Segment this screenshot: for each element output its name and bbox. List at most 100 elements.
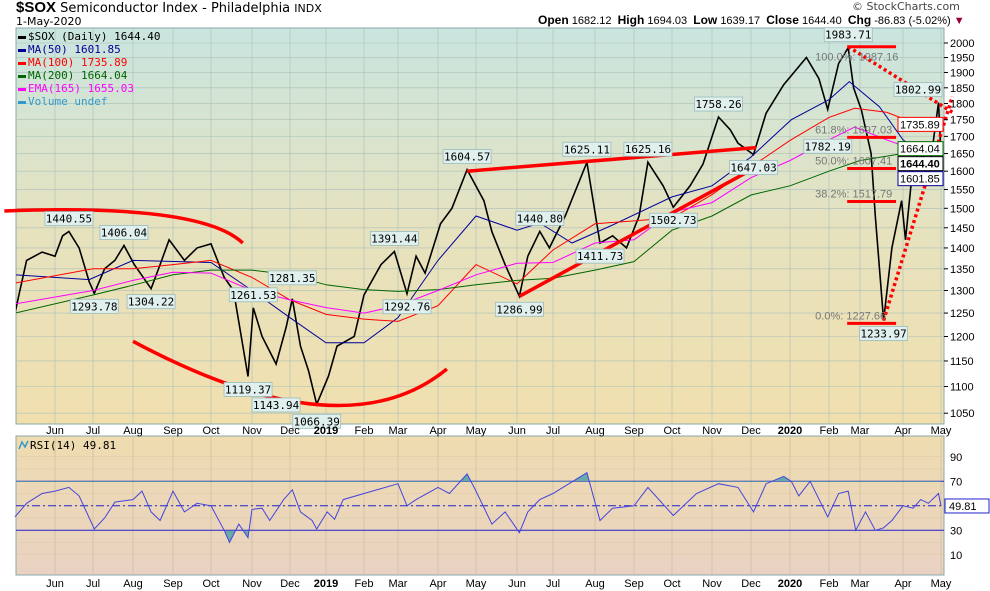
price-label-box — [694, 96, 743, 112]
price-label: 1293.78 — [71, 300, 117, 313]
y-tick-label: 1700 — [950, 131, 974, 143]
x-tick-label: Apr — [894, 425, 911, 437]
x-tick-label: 2019 — [314, 578, 338, 590]
x-tick-label: Aug — [123, 425, 143, 437]
price-label: 1440.80 — [517, 212, 563, 225]
y-tick-label: 1850 — [950, 83, 974, 95]
rsi-tick-label: 90 — [950, 452, 962, 464]
x-tick-label: Aug — [585, 578, 605, 590]
y-tick-label: 1550 — [950, 184, 974, 196]
price-label-box — [251, 397, 301, 413]
current-value-label: 1664.04 — [900, 144, 940, 156]
y-tick-label: 1750 — [950, 115, 974, 127]
y-tick-label: 1650 — [950, 149, 974, 161]
y-tick-label: 1500 — [950, 203, 974, 215]
price-label-box — [562, 141, 612, 157]
legend-item: MA(50) 1601.85 — [28, 43, 121, 56]
rsi-icon — [18, 440, 29, 450]
x-tick-label: Jun — [46, 425, 64, 437]
current-value-label: 1644.40 — [900, 159, 940, 171]
moving-average-line — [16, 80, 942, 344]
price-label-box — [442, 149, 492, 164]
x-tick-label: 2020 — [778, 578, 802, 590]
x-tick-label: Apr — [429, 425, 446, 437]
x-tick-label: Apr — [429, 578, 446, 590]
price-label-box — [623, 141, 673, 157]
price-label: 1647.03 — [730, 162, 776, 175]
line-swatch-icon — [18, 62, 26, 65]
current-value-box — [897, 171, 944, 187]
price-label-box — [859, 326, 908, 341]
price-label: 1286.99 — [496, 303, 542, 316]
legend-item: MA(200) 1664.04 — [28, 69, 128, 82]
fib-level-label: 0.0%: 1227.66 — [815, 310, 886, 322]
x-tick-label: Oct — [202, 578, 219, 590]
x-tick-label: Jun — [46, 578, 64, 590]
price-label: 1782.19 — [805, 140, 851, 153]
down-arrow-icon: ▼ — [953, 15, 965, 27]
price-label-box — [292, 413, 342, 429]
x-tick-label: Nov — [242, 425, 262, 437]
line-swatch-icon — [18, 49, 26, 52]
brand-watermark[interactable]: © StockCharts.com — [852, 0, 960, 13]
x-tick-label: Jul — [546, 425, 560, 437]
price-label: 1983.71 — [825, 29, 871, 42]
low-label: Low — [693, 13, 718, 27]
y-tick-label: 1900 — [950, 67, 974, 79]
y-tick-label: 1050 — [950, 408, 974, 420]
low-value: 1639.17 — [720, 15, 761, 27]
x-tick-label: Feb — [820, 425, 839, 437]
price-label-box — [44, 211, 94, 226]
price-label-box — [382, 299, 432, 315]
x-tick-label: Nov — [242, 578, 262, 590]
price-label: 1292.76 — [384, 301, 430, 314]
trendline — [466, 145, 757, 173]
x-tick-label: Oct — [202, 425, 219, 437]
price-label: 1758.26 — [695, 98, 741, 111]
price-label-box — [267, 270, 317, 286]
y-tick-label: 1300 — [950, 286, 974, 298]
x-tick-label: Nov — [702, 578, 722, 590]
price-label-box — [648, 212, 698, 228]
line-swatch-icon — [18, 75, 26, 78]
ohlc-summary: Open 1682.12 High 1694.03 Low 1639.17 Cl… — [538, 14, 965, 28]
x-tick-label: Dec — [280, 425, 300, 437]
chart-date: 1-May-2020 — [16, 15, 82, 28]
close-value: 1644.40 — [801, 15, 842, 27]
price-label: 1261.53 — [230, 289, 276, 302]
price-label-box — [228, 287, 278, 303]
y-tick-label: 1400 — [950, 243, 974, 255]
high-value: 1694.03 — [647, 15, 688, 27]
price-label: 1604.57 — [444, 151, 490, 164]
bar-chart-icon — [18, 36, 26, 39]
current-value-label: 1601.85 — [900, 174, 940, 186]
trendline — [518, 167, 755, 298]
close-label: Close — [766, 13, 799, 27]
price-label: 1281.35 — [269, 272, 315, 285]
price-label-box — [223, 382, 273, 397]
line-swatch-icon — [18, 88, 26, 91]
legend-item: $SOX (Daily) 1644.40 — [28, 30, 160, 43]
moving-average-line — [16, 148, 942, 314]
x-tick-label: Jul — [546, 578, 560, 590]
x-tick-label: Jul — [86, 578, 100, 590]
x-tick-label: Apr — [894, 578, 911, 590]
moving-average-line — [16, 107, 942, 322]
price-label: 1066.39 — [294, 415, 340, 428]
chg-value: -86.83 (-5.02%) — [874, 15, 951, 27]
rsi-current-label: 49.81 — [949, 501, 977, 513]
y-tick-label: 1450 — [950, 223, 974, 235]
y-tick-label: 1600 — [950, 166, 974, 178]
rsi-current-box — [944, 498, 990, 514]
x-tick-label: Jun — [508, 425, 526, 437]
price-label-box — [803, 138, 853, 154]
chart-title: $SOX Semiconductor Index - Philadelphia … — [16, 0, 322, 17]
high-label: High — [617, 13, 645, 27]
price-label: 1802.99 — [895, 84, 941, 97]
price-label-box — [494, 301, 544, 317]
price-label: 1440.55 — [46, 213, 92, 226]
price-label: 1233.97 — [860, 327, 906, 340]
x-tick-label: Oct — [663, 425, 680, 437]
